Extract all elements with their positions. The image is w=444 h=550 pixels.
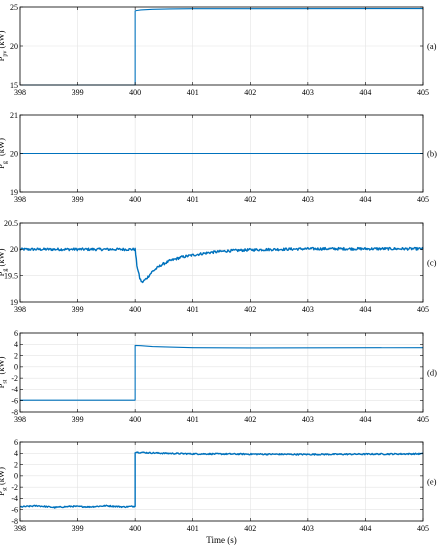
panel-label: (a) [427, 41, 437, 51]
y-tick-label: 0 [14, 363, 18, 372]
panel-label: (b) [427, 149, 437, 159]
panel-label: (c) [427, 258, 437, 268]
x-tick-label: 403 [302, 195, 314, 204]
y-tick-label: -6 [11, 397, 18, 406]
y-axis-label: Pg (kW) [0, 248, 9, 276]
x-tick-label: 400 [129, 305, 141, 314]
y-axis-label: Pst (kW) [0, 467, 9, 496]
x-tick-label: 403 [302, 415, 314, 424]
x-tick-label: 399 [72, 195, 84, 204]
y-tick-label: 20.5 [4, 219, 18, 228]
x-tick-label: 400 [129, 415, 141, 424]
x-tick-label: 402 [244, 305, 256, 314]
x-tick-label: 403 [302, 524, 314, 533]
x-tick-label: 401 [187, 195, 199, 204]
x-tick-label: 398 [14, 88, 26, 97]
x-tick-label: 405 [417, 524, 429, 533]
x-tick-label: 405 [417, 305, 429, 314]
x-tick-label: 402 [244, 415, 256, 424]
series-line [19, 246, 424, 284]
x-tick-label: 402 [244, 88, 256, 97]
x-tick-label: 401 [187, 88, 199, 97]
x-tick-label: 399 [72, 415, 84, 424]
panel-e: 398 399 400 401 402 403 404 405 -8 -6 -4 -2 0 2 4 6 Pst … [0, 438, 437, 545]
y-tick-label: 19 [10, 298, 18, 307]
x-tick-label: 399 [72, 88, 84, 97]
y-tick-label: -6 [11, 506, 18, 515]
panel-label: (e) [427, 477, 437, 487]
x-tick-label: 400 [129, 195, 141, 204]
x-tick-label: 398 [14, 524, 26, 533]
x-tick-label: 405 [417, 195, 429, 204]
panel-label: (d) [427, 368, 437, 378]
y-tick-label: 25 [10, 3, 18, 12]
axes-box [19, 222, 424, 303]
panel-d: 398 399 400 401 402 403 404 405 -8 -6 -4 -2 0 2 4 6 Pst*… [0, 329, 437, 424]
x-tick-label: 398 [14, 305, 26, 314]
x-tick-label: 399 [72, 524, 84, 533]
series-line [20, 344, 424, 401]
y-tick-label: 19.5 [4, 271, 18, 280]
x-tick-label: 403 [302, 88, 314, 97]
y-tick-label: 19 [10, 188, 18, 197]
y-axis-label: Pg* (kW) [0, 138, 9, 169]
axes-box [19, 332, 424, 413]
x-tick-label: 404 [359, 305, 371, 314]
y-axis-label: Pst* (kW) [0, 356, 9, 388]
x-tick-label: 402 [244, 524, 256, 533]
x-axis-label: Time (s) [206, 535, 236, 545]
y-tick-label: 20 [10, 245, 18, 254]
x-tick-label: 405 [417, 88, 429, 97]
y-tick-label: -4 [11, 494, 18, 503]
x-tick-label: 400 [129, 524, 141, 533]
y-tick-label: 6 [14, 329, 18, 338]
x-tick-label: 403 [302, 305, 314, 314]
x-tick-label: 404 [359, 415, 371, 424]
y-tick-label: 20 [10, 42, 18, 51]
y-tick-label: 4 [14, 449, 18, 458]
y-axis-label: Ppv (kW) [0, 30, 9, 61]
series-line [20, 8, 424, 86]
y-tick-label: 6 [14, 438, 18, 447]
panel-b: 398 399 400 401 402 403 404 405 19 20 21 Pg* (kW) (b… [0, 111, 437, 204]
x-tick-label: 401 [187, 415, 199, 424]
y-tick-label: 4 [14, 340, 18, 349]
x-tick-label: 398 [14, 195, 26, 204]
x-tick-label: 402 [244, 195, 256, 204]
x-tick-label: 401 [187, 305, 199, 314]
y-tick-label: -4 [11, 385, 18, 394]
y-tick-label: 15 [10, 81, 18, 90]
x-tick-label: 398 [14, 415, 26, 424]
y-tick-label: -2 [11, 374, 18, 383]
panel-a: 398 399 400 401 402 403 404 405 15 20 25 Ppv (kW) (a… [0, 3, 437, 97]
axes-box [19, 441, 424, 522]
x-tick-label: 404 [359, 88, 371, 97]
y-tick-label: 2 [14, 460, 18, 469]
y-tick-label: -8 [11, 517, 18, 526]
series-line [19, 451, 424, 509]
y-tick-label: -2 [11, 483, 18, 492]
x-tick-label: 400 [129, 88, 141, 97]
x-tick-label: 401 [187, 524, 199, 533]
x-tick-label: 399 [72, 305, 84, 314]
y-tick-label: 21 [10, 111, 18, 120]
x-tick-label: 404 [359, 195, 371, 204]
x-tick-label: 405 [417, 415, 429, 424]
y-tick-label: 2 [14, 351, 18, 360]
x-tick-label: 404 [359, 524, 371, 533]
panel-c: 398 399 400 401 402 403 404 405 19 19.5 20 20.5 Pg (… [0, 219, 437, 314]
y-tick-label: 0 [14, 472, 18, 481]
y-tick-label: 20 [10, 149, 18, 158]
y-tick-label: -8 [11, 408, 18, 417]
